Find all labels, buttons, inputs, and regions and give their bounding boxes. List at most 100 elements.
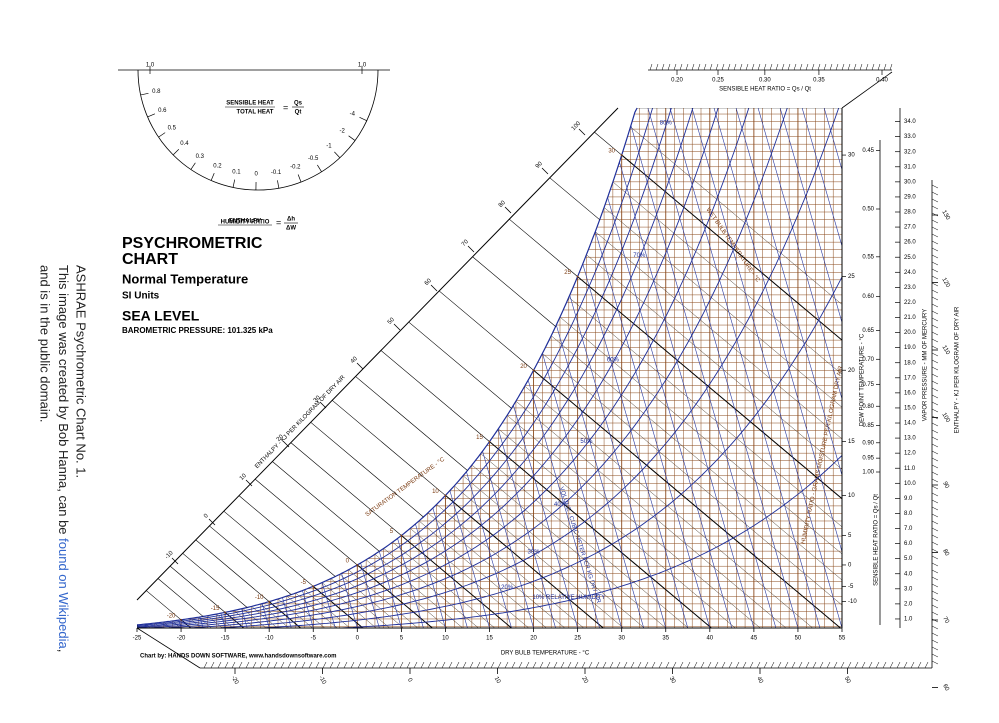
hatch: [392, 661, 397, 669]
shr-top-tick-label: 0.40: [876, 78, 888, 84]
wet-bulb-line: [542, 353, 842, 628]
hatch: [841, 63, 845, 71]
saturation-tick-label: 10: [432, 489, 439, 495]
hatch: [434, 661, 439, 669]
enthalpy-outer-label: 10: [493, 676, 502, 685]
wet-bulb-line: [621, 154, 842, 628]
hatch: [871, 63, 875, 71]
shr-tick-label: 0.50: [862, 207, 874, 213]
hatch: [787, 63, 791, 71]
wet-bulb-line: [515, 400, 842, 628]
vapor-tick-label: 4.0: [904, 571, 913, 577]
hatch: [623, 661, 628, 669]
hatch: [931, 261, 939, 266]
hatch: [931, 275, 939, 280]
hatch: [651, 661, 656, 669]
hatch: [931, 303, 939, 308]
wikipedia-link[interactable]: found on Wikipedia: [56, 538, 71, 649]
saturation-tick: [532, 369, 535, 372]
rh-curve: [137, 455, 842, 628]
hatch: [931, 422, 939, 427]
hatch: [931, 646, 939, 651]
axes: -100102030405060708090100-20-15-10-50510…: [133, 63, 951, 693]
hatch: [315, 661, 320, 669]
enthalpy-outer-label: 60: [941, 683, 950, 692]
hatch: [931, 219, 939, 224]
saturation-tick: [268, 600, 271, 603]
dew-point-tick-label: 30: [848, 153, 855, 159]
saturation-tick-label: 15: [476, 435, 483, 441]
shr-tick-label: 0.75: [862, 382, 874, 388]
hatch: [371, 661, 376, 669]
enthalpy-extension: [169, 565, 226, 613]
hatch: [441, 661, 446, 669]
shr-top-tick-label: 0.25: [712, 78, 724, 84]
hatch: [455, 661, 460, 669]
hatch: [931, 541, 939, 546]
vapor-tick-label: 20.0: [904, 330, 916, 336]
x-axis-label: DRY BULB TEMPERATURE - °C: [501, 651, 590, 657]
saturation-tick-label: 0: [346, 559, 350, 565]
vapor-tick-label: 5.0: [904, 556, 913, 562]
hatch: [616, 661, 621, 669]
protractor-tick: [277, 180, 280, 189]
hatch: [931, 478, 939, 483]
protractor-tick: [317, 164, 322, 172]
hatch: [931, 527, 939, 532]
protractor-tick: [147, 113, 156, 118]
enthalpy-tick: [208, 518, 216, 526]
vapor-tick-label: 1.0: [904, 617, 913, 623]
vapor-tick-label: 11.0: [904, 466, 916, 472]
enthalpy-scale: [136, 107, 619, 601]
x-tick-label: 45: [751, 636, 758, 642]
vapor-tick-label: 34.0: [904, 119, 916, 125]
wet-bulb-line: [454, 485, 842, 628]
rh-label: 20%: [501, 585, 514, 591]
credit: Chart by: HANDS DOWN SOFTWARE, www.hands…: [140, 654, 336, 660]
sidebar-text: ,: [56, 649, 71, 653]
rh-curve: [137, 108, 842, 627]
hatch: [931, 310, 939, 315]
enthalpy-tick: [282, 440, 290, 448]
dew-point-tick-label: -5: [848, 584, 854, 590]
hatch: [931, 639, 939, 644]
hatch: [727, 63, 731, 71]
wet-bulb-line: [533, 369, 842, 628]
hatch: [931, 212, 939, 217]
hatch: [811, 63, 815, 71]
wet-bulb-line: [506, 415, 842, 628]
enthalpy-extension: [549, 177, 600, 220]
saturation-tick: [400, 534, 403, 537]
enthalpy-tick: [171, 557, 179, 565]
hatch: [931, 457, 939, 462]
enthalpy-outer-label: -10: [317, 675, 327, 686]
vapor-tick-label: 23.0: [904, 285, 916, 291]
dew-point-tick-label: 20: [848, 368, 855, 374]
hatch: [835, 63, 839, 71]
hatch: [700, 661, 705, 669]
enthalpy-tick-label: 60: [424, 277, 433, 286]
rh-curve: [137, 276, 842, 628]
hatch: [853, 63, 857, 71]
wet-bulb-line: [612, 181, 842, 628]
enthalpy-tick: [504, 206, 512, 214]
hatch: [686, 661, 691, 669]
hatch: [469, 661, 474, 669]
rh-label: 50%: [580, 439, 593, 445]
hatch: [931, 597, 939, 602]
x-tick-label: 35: [662, 636, 669, 642]
hatch: [775, 63, 779, 71]
x-tick-label: 10: [442, 636, 449, 642]
hatch: [703, 63, 707, 71]
volume-line: [669, 108, 821, 628]
hatch: [799, 63, 803, 71]
hatch: [805, 63, 809, 71]
hatch: [931, 499, 939, 504]
hatch: [504, 661, 509, 669]
hatch: [826, 661, 831, 669]
vapor-tick-label: 6.0: [904, 541, 913, 547]
hatch: [588, 661, 593, 669]
hatch: [546, 661, 551, 669]
hatch: [931, 394, 939, 399]
sidebar-text: This image was created by Bob Hanna, can…: [56, 265, 71, 538]
